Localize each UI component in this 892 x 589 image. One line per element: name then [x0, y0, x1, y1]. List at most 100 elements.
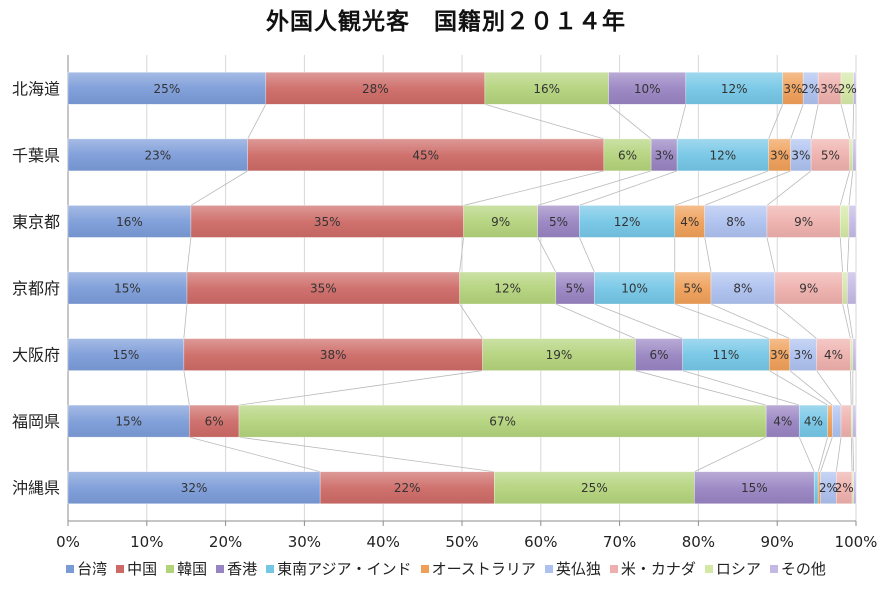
bar-shine-5	[68, 405, 856, 438]
data-label-row4-series1: 38%	[320, 348, 347, 362]
connector-line-row2-boundary2	[537, 237, 557, 273]
category-label-2: 東京都	[12, 212, 60, 231]
x-tick-label-9: 90%	[761, 533, 794, 551]
connector-line-row5-boundary4	[817, 437, 829, 472]
data-label-row0-series8: 2%	[838, 82, 857, 96]
connector-line-row5-boundary0	[189, 436, 321, 473]
connector-line-row3-boundary7	[842, 303, 851, 339]
data-label-row2-series4: 12%	[614, 215, 641, 229]
data-label-row1-series1: 45%	[412, 148, 439, 162]
category-label-6: 沖縄県	[12, 479, 60, 498]
legend-swatch-3	[216, 565, 225, 573]
connector-line-row0-boundary4	[768, 104, 784, 140]
data-label-row5-series1: 6%	[205, 415, 224, 429]
connector-line-row4-boundary5	[789, 370, 833, 406]
legend-item-1: 中国	[116, 558, 157, 580]
category-label-3: 京都府	[12, 279, 60, 298]
connector-line-row4-boundary3	[682, 370, 800, 406]
connector-line-row3-boundary4	[674, 303, 770, 339]
connector-line-row1-boundary4	[674, 170, 769, 206]
connector-line-row2-boundary5	[704, 237, 712, 273]
legend-swatch-8	[704, 565, 713, 573]
connector-line-row5-boundary7	[850, 437, 853, 472]
legend-label-8: ロシア	[715, 560, 761, 578]
data-label-row2-series7: 9%	[794, 215, 813, 229]
category-label-1: 千葉県	[12, 146, 60, 165]
connector-line-row2-boundary7	[839, 237, 844, 273]
x-tick-label-5: 50%	[445, 533, 478, 551]
legend-label-5: オーストラリア	[431, 560, 536, 578]
data-label-row6-series2: 25%	[581, 481, 608, 495]
legend: 台湾 中国 韓国 香港 東南アジア・インド オーストラリア 英仏独 米・カナダ ロシア その他	[0, 558, 892, 580]
legend-item-3: 香港	[216, 558, 257, 580]
legend-item-2: 韓国	[166, 558, 207, 580]
connector-line-row5-boundary6	[835, 437, 842, 472]
legend-swatch-6	[544, 565, 553, 573]
x-tick-label-1: 10%	[130, 533, 163, 551]
connector-line-row2-boundary6	[766, 237, 776, 273]
data-label-row2-series2: 9%	[491, 215, 510, 229]
x-tick-label-6: 60%	[524, 533, 557, 551]
data-label-row5-series3: 4%	[773, 415, 792, 429]
connector-line-row0-boundary0	[247, 104, 267, 140]
data-label-row2-series6: 8%	[726, 215, 745, 229]
connector-line-row4-boundary4	[769, 370, 828, 406]
data-label-row3-series1: 35%	[310, 282, 337, 296]
data-label-row1-series6: 3%	[791, 148, 810, 162]
axes: 0% 10% 20% 30% 40% 50% 60% 70% 80% 90% 100% 北海道千葉県東…	[12, 55, 877, 551]
connector-line-row4-boundary2	[635, 370, 767, 406]
connector-line-row5-boundary8	[852, 437, 855, 472]
data-label-row0-series6: 2%	[801, 82, 820, 96]
connector-line-row0-boundary7	[840, 104, 851, 139]
connector-line-row0-boundary3	[676, 104, 687, 139]
connector-line-row4-boundary7	[850, 370, 852, 406]
data-label-row4-series7: 4%	[824, 348, 843, 362]
connector-line-row4-boundary0	[183, 370, 190, 406]
legend-item-6: 英仏独	[544, 558, 601, 580]
connector-line-row3-boundary1	[459, 303, 483, 339]
data-label-row3-series7: 9%	[799, 282, 818, 296]
x-tick-label-10: 100%	[835, 533, 878, 551]
data-label-row1-series4: 12%	[709, 148, 736, 162]
data-label-row5-series2: 67%	[489, 415, 516, 429]
data-label-row3-series4: 10%	[621, 282, 648, 296]
connector-line-row3-boundary6	[774, 303, 817, 339]
connector-line-row1-boundary7	[839, 170, 851, 206]
legend-swatch-2	[166, 565, 175, 573]
connector-line-row2-boundary0	[186, 237, 192, 273]
connector-line-row4-boundary1	[238, 370, 483, 406]
data-label-row4-series5: 3%	[770, 348, 789, 362]
legend-label-6: 英仏独	[555, 560, 601, 578]
connector-line-row3-boundary8	[846, 303, 854, 339]
legend-swatch-1	[116, 565, 125, 573]
legend-item-7: 米・カナダ	[609, 558, 696, 580]
connector-line-row5-boundary2	[694, 436, 767, 473]
data-label-row2-series1: 35%	[314, 215, 341, 229]
legend-item-8: ロシア	[704, 558, 761, 580]
legend-label-4: 東南アジア・インド	[277, 560, 412, 578]
bar-shine-1	[68, 138, 856, 171]
data-label-row6-series3: 15%	[741, 481, 768, 495]
data-label-row5-series0: 15%	[115, 415, 142, 429]
x-tick-label-4: 40%	[367, 533, 400, 551]
series-connector-lines	[183, 103, 855, 473]
data-label-row1-series7: 5%	[821, 148, 840, 162]
x-tick-label-7: 70%	[603, 533, 636, 551]
bar-shine-3	[68, 272, 856, 304]
data-label-row5-series4: 4%	[804, 415, 823, 429]
data-labels: 25% 28% 16% 10% 12% 3%2% 3%2%23% 45% 6% 3% 12% 3% 3%…	[113, 82, 857, 495]
data-label-row1-series2: 6%	[618, 148, 637, 162]
x-tick-label-2: 20%	[209, 533, 242, 551]
connector-line-row5-boundary5	[820, 437, 833, 472]
data-label-row0-series2: 16%	[533, 82, 560, 96]
connector-line-row1-boundary1	[463, 170, 604, 206]
category-label-0: 北海道	[12, 79, 60, 98]
connector-line-row2-boundary3	[579, 237, 595, 273]
data-label-row0-series3: 10%	[634, 82, 661, 96]
legend-label-0: 台湾	[77, 560, 108, 578]
data-label-row4-series0: 15%	[113, 348, 140, 362]
data-label-row3-series3: 5%	[566, 282, 585, 296]
connector-line-row3-boundary5	[710, 303, 790, 339]
legend-swatch-7	[609, 565, 618, 573]
